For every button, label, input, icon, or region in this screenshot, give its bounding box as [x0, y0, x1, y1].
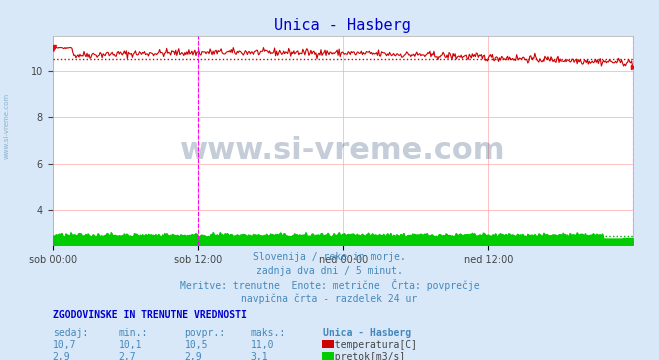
Text: temperatura[C]: temperatura[C]	[323, 340, 417, 350]
Text: 2,7: 2,7	[119, 352, 136, 360]
Text: zadnja dva dni / 5 minut.: zadnja dva dni / 5 minut.	[256, 266, 403, 276]
Title: Unica - Hasberg: Unica - Hasberg	[274, 18, 411, 33]
Text: navpična črta - razdelek 24 ur: navpična črta - razdelek 24 ur	[241, 293, 418, 303]
Text: 11,0: 11,0	[250, 340, 274, 350]
Text: Meritve: trenutne  Enote: metrične  Črta: povprečje: Meritve: trenutne Enote: metrične Črta: …	[180, 279, 479, 291]
Text: 10,5: 10,5	[185, 340, 208, 350]
Text: www.si-vreme.com: www.si-vreme.com	[3, 93, 10, 159]
Text: 2,9: 2,9	[53, 352, 71, 360]
Text: Unica - Hasberg: Unica - Hasberg	[323, 328, 411, 338]
Text: 3,1: 3,1	[250, 352, 268, 360]
Text: pretok[m3/s]: pretok[m3/s]	[323, 352, 405, 360]
Text: 10,7: 10,7	[53, 340, 76, 350]
Text: Slovenija / reke in morje.: Slovenija / reke in morje.	[253, 252, 406, 262]
Text: povpr.:: povpr.:	[185, 328, 225, 338]
Text: 10,1: 10,1	[119, 340, 142, 350]
Text: min.:: min.:	[119, 328, 148, 338]
Text: sedaj:: sedaj:	[53, 328, 88, 338]
Text: ZGODOVINSKE IN TRENUTNE VREDNOSTI: ZGODOVINSKE IN TRENUTNE VREDNOSTI	[53, 310, 246, 320]
Text: 2,9: 2,9	[185, 352, 202, 360]
Text: www.si-vreme.com: www.si-vreme.com	[180, 136, 505, 165]
Text: maks.:: maks.:	[250, 328, 285, 338]
